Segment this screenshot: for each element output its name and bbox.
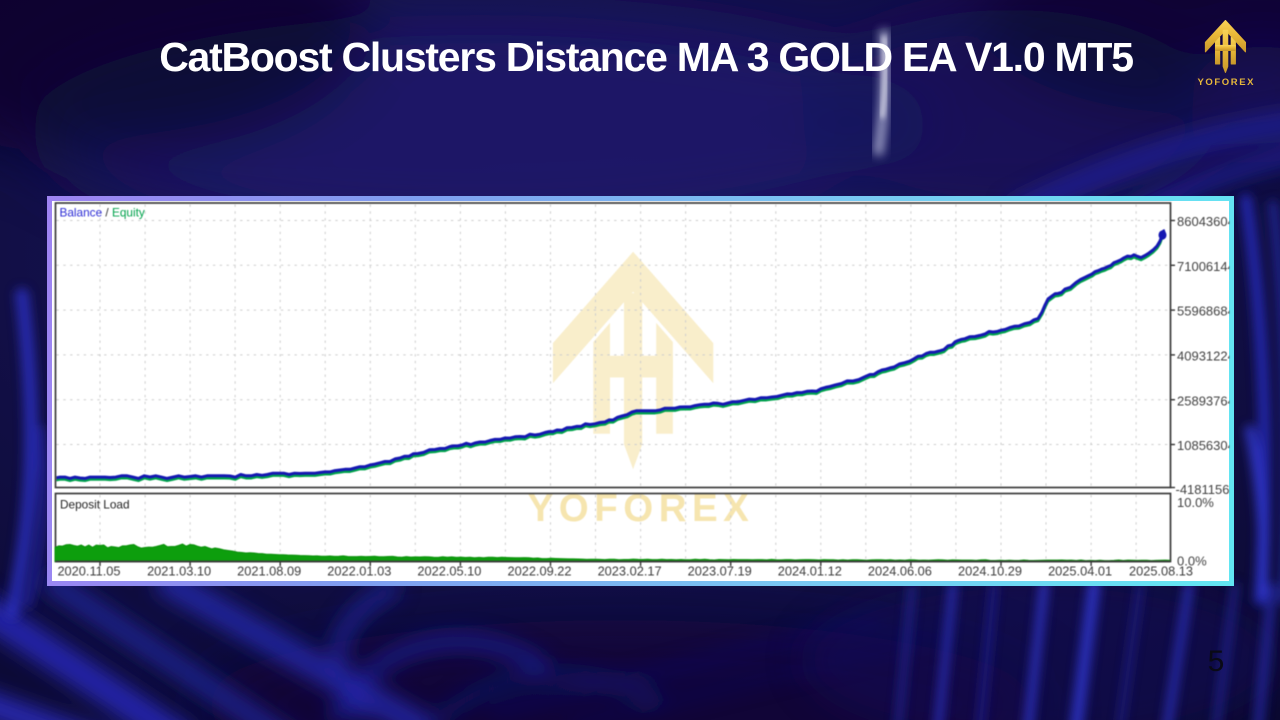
svg-text:55968684: 55968684 [1177,304,1235,319]
svg-text:2024.01.12: 2024.01.12 [778,564,842,579]
svg-text:25893764: 25893764 [1177,393,1235,408]
svg-text:2021.03.10: 2021.03.10 [147,564,211,579]
svg-text:-4181156: -4181156 [1176,482,1230,497]
svg-text:2021.08.09: 2021.08.09 [237,564,301,579]
svg-text:0.0%: 0.0% [1177,554,1207,569]
svg-text:2022.09.22: 2022.09.22 [507,564,571,579]
svg-text:Deposit Load: Deposit Load [60,498,130,512]
svg-text:71006144: 71006144 [1177,259,1235,274]
svg-text:86043604: 86043604 [1177,214,1235,229]
svg-text:2024.06.06: 2024.06.06 [868,564,932,579]
svg-text:Balance / Equity: Balance / Equity [60,206,145,220]
svg-text:2025.08.13: 2025.08.13 [1129,564,1193,579]
svg-text:2022.01.03: 2022.01.03 [327,564,391,579]
svg-text:2024.10.29: 2024.10.29 [958,564,1022,579]
svg-text:2023.02.17: 2023.02.17 [598,564,662,579]
svg-text:40931224: 40931224 [1177,349,1235,364]
svg-text:2023.07.19: 2023.07.19 [688,564,752,579]
svg-text:2020.11.05: 2020.11.05 [57,564,120,579]
svg-text:10.0%: 10.0% [1177,495,1214,510]
svg-text:2022.05.10: 2022.05.10 [417,564,481,579]
svg-text:2025.04.01: 2025.04.01 [1048,564,1112,579]
svg-text:YOFOREX: YOFOREX [1197,77,1255,88]
svg-text:10856304: 10856304 [1177,438,1235,453]
